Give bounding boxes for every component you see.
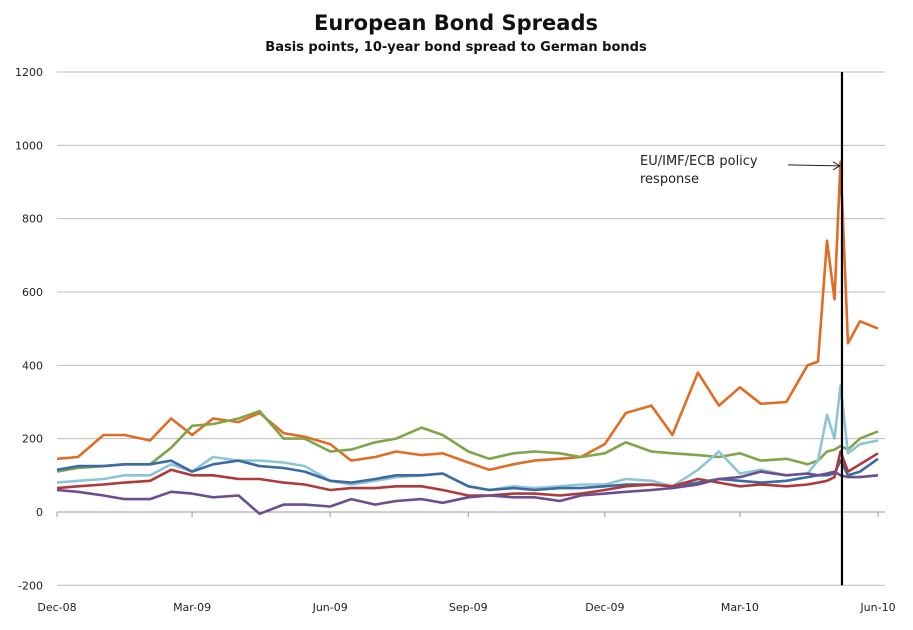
y-tick-label: 800 (22, 213, 43, 226)
y-tick-label: 600 (22, 286, 43, 299)
series-line-5 (56, 450, 879, 497)
y-tick-label: 400 (22, 359, 43, 372)
y-tick-label: -200 (18, 579, 43, 592)
annotation: EU/IMF/ECB policy response (640, 72, 844, 586)
y-tick-label: 1200 (15, 66, 43, 79)
x-tick-label: Dec-09 (585, 601, 624, 614)
series-line-2 (56, 409, 879, 473)
y-tick-label: 0 (36, 506, 43, 519)
x-tick-label: Mar-09 (173, 601, 211, 614)
gridlines (57, 71, 885, 586)
x-tick-label: Mar-10 (721, 601, 759, 614)
annotation-arrowhead (832, 161, 841, 171)
chart-title: European Bond Spreads (314, 11, 598, 35)
x-axis: Dec-08 Mar-09 Jun-09 Sep-09 Dec-09 Mar-10 Jun-… (37, 511, 896, 614)
series-lines (56, 160, 879, 516)
y-tick-label: 1000 (15, 139, 43, 152)
series-line-3 (56, 384, 879, 492)
x-tick-label: Dec-08 (37, 601, 76, 614)
y-axis: -200 0 200 400 600 800 1000 1200 (15, 66, 43, 592)
annotation-text-line2: response (640, 172, 699, 187)
series-line-6 (56, 470, 879, 516)
annotation-arrow (787, 164, 840, 167)
y-tick-label: 200 (22, 433, 43, 446)
x-tick-label: Sep-09 (449, 601, 488, 614)
series-line-1 (56, 160, 879, 472)
annotation-text-line1: EU/IMF/ECB policy (640, 154, 758, 169)
chart-subtitle: Basis points, 10-year bond spread to Ger… (265, 40, 647, 55)
x-tick-label: Jun-10 (859, 601, 895, 614)
series-line-4 (56, 457, 879, 492)
x-tick-label: Jun-09 (312, 601, 348, 614)
